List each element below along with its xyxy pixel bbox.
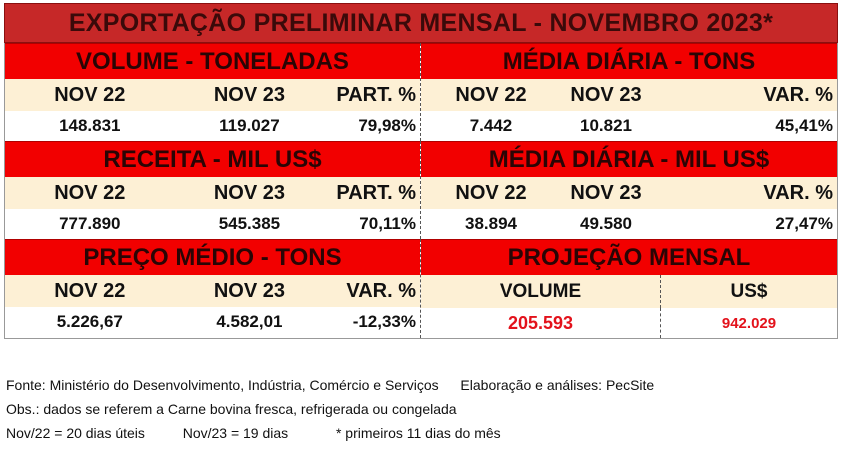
daily-revenue-headers: NOV 22 NOV 23 VAR. % bbox=[421, 177, 837, 209]
value-nov23: 119.027 bbox=[219, 116, 280, 135]
value-nov23: 4.582,01 bbox=[216, 312, 283, 331]
section-daily-revenue: MÉDIA DIÁRIA - MIL US$ bbox=[421, 141, 837, 177]
value-var: 45,41% bbox=[775, 116, 833, 135]
projection-block: PROJEÇÃO MENSAL VOLUME US$ 205.593 942.0… bbox=[421, 239, 837, 338]
header-nov23: NOV 23 bbox=[213, 83, 285, 106]
section-volume: VOLUME - TONELADAS bbox=[5, 43, 420, 79]
value-nov22: 5.226,67 bbox=[56, 312, 123, 331]
daily-volume-headers: NOV 22 NOV 23 VAR. % bbox=[421, 79, 837, 111]
daily-volume-values: 7.442 10.821 45,41% bbox=[421, 111, 837, 141]
header-var: VAR. % bbox=[763, 181, 833, 204]
price-values: 5.226,67 4.582,01 -12,33% bbox=[5, 307, 420, 337]
header-part: PART. % bbox=[336, 181, 417, 204]
header-part: PART. % bbox=[336, 83, 417, 106]
projection-values: 205.593 942.029 bbox=[421, 308, 837, 338]
value-var: -12,33% bbox=[352, 312, 417, 331]
header-var: VAR. % bbox=[346, 279, 417, 302]
revenue-headers: NOV 22 NOV 23 PART. % bbox=[5, 177, 420, 209]
footer-note: Obs.: dados se referem a Carne bovina fr… bbox=[6, 401, 457, 417]
value-nov23: 545.385 bbox=[218, 214, 281, 233]
header-nov22: NOV 22 bbox=[455, 181, 527, 204]
section-projection: PROJEÇÃO MENSAL bbox=[421, 239, 837, 275]
volume-values: 148.831 119.027 79,98% bbox=[5, 111, 420, 141]
section-revenue: RECEITA - MIL US$ bbox=[5, 141, 420, 177]
report-title: EXPORTAÇÃO PRELIMINAR MENSAL - NOVEMBRO … bbox=[4, 3, 838, 43]
volume-block: VOLUME - TONELADAS NOV 22 NOV 23 PART. %… bbox=[5, 43, 421, 141]
header-nov22: NOV 22 bbox=[54, 181, 126, 204]
footer-source-line: Fonte: Ministério do Desenvolvimento, In… bbox=[6, 377, 654, 393]
value-projected-usd: 942.029 bbox=[721, 314, 777, 332]
header-usd: US$ bbox=[730, 280, 768, 302]
footer-days-2023: Nov/23 = 19 dias bbox=[182, 425, 289, 441]
value-nov23: 49.580 bbox=[580, 214, 632, 233]
daily-revenue-values: 38.894 49.580 27,47% bbox=[421, 209, 837, 239]
daily-volume-block: MÉDIA DIÁRIA - TONS NOV 22 NOV 23 VAR. %… bbox=[421, 43, 837, 141]
footer-days-2022: Nov/22 = 20 dias úteis bbox=[6, 425, 145, 441]
header-nov22: NOV 22 bbox=[54, 279, 126, 302]
footer-credit: Elaboração e análises: PecSite bbox=[460, 377, 655, 393]
row-price: PREÇO MÉDIO - TONS NOV 22 NOV 23 VAR. % … bbox=[4, 239, 838, 339]
daily-revenue-block: MÉDIA DIÁRIA - MIL US$ NOV 22 NOV 23 VAR… bbox=[421, 141, 837, 239]
header-nov22: NOV 22 bbox=[455, 83, 527, 106]
export-report: EXPORTAÇÃO PRELIMINAR MENSAL - NOVEMBRO … bbox=[4, 3, 838, 339]
price-block: PREÇO MÉDIO - TONS NOV 22 NOV 23 VAR. % … bbox=[5, 239, 421, 338]
section-price: PREÇO MÉDIO - TONS bbox=[5, 239, 420, 275]
value-var: 27,47% bbox=[775, 214, 833, 233]
value-part: 70,11% bbox=[359, 214, 417, 233]
value-nov23: 10.821 bbox=[580, 116, 632, 135]
value-nov22: 777.890 bbox=[59, 214, 121, 233]
header-nov23: NOV 23 bbox=[213, 279, 285, 302]
header-nov23: NOV 23 bbox=[570, 181, 642, 204]
revenue-block: RECEITA - MIL US$ NOV 22 NOV 23 PART. % … bbox=[5, 141, 421, 239]
value-projected-volume: 205.593 bbox=[421, 308, 661, 338]
footer-asterisk-note: * primeiros 11 dias do mês bbox=[335, 425, 501, 441]
projection-headers: VOLUME US$ bbox=[421, 275, 837, 308]
value-nov22: 7.442 bbox=[469, 116, 513, 135]
value-nov22: 38.894 bbox=[465, 214, 517, 233]
footer-source: Fonte: Ministério do Desenvolvimento, In… bbox=[6, 377, 439, 393]
row-volume: VOLUME - TONELADAS NOV 22 NOV 23 PART. %… bbox=[4, 43, 838, 141]
revenue-values: 777.890 545.385 70,11% bbox=[5, 209, 420, 239]
row-revenue: RECEITA - MIL US$ NOV 22 NOV 23 PART. % … bbox=[4, 141, 838, 239]
value-part: 79,98% bbox=[358, 116, 417, 135]
header-nov22: NOV 22 bbox=[54, 83, 126, 106]
header-nov23: NOV 23 bbox=[570, 83, 642, 106]
header-var: VAR. % bbox=[763, 83, 833, 106]
footer-days-line: Nov/22 = 20 dias úteis Nov/23 = 19 dias … bbox=[6, 425, 501, 441]
section-daily-volume: MÉDIA DIÁRIA - TONS bbox=[421, 43, 837, 79]
volume-headers: NOV 22 NOV 23 PART. % bbox=[5, 79, 420, 111]
value-nov22: 148.831 bbox=[59, 116, 121, 135]
header-nov23: NOV 23 bbox=[213, 181, 285, 204]
price-headers: NOV 22 NOV 23 VAR. % bbox=[5, 275, 420, 307]
header-volume: VOLUME bbox=[421, 275, 661, 308]
